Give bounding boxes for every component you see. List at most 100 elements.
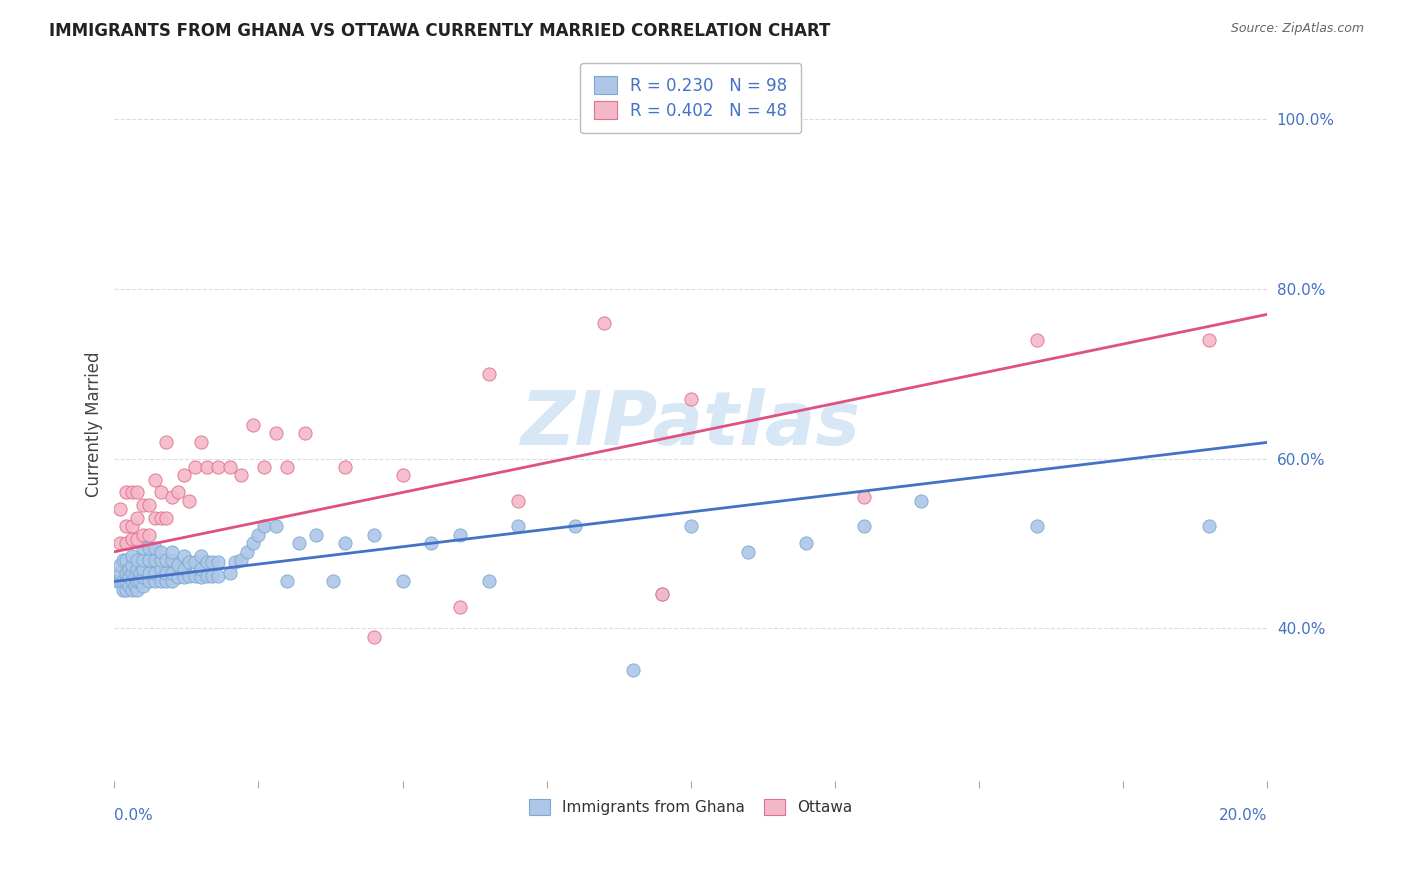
Point xyxy=(179,555,201,569)
Point xyxy=(143,574,166,589)
Text: Source: ZipAtlas.com: Source: ZipAtlas.com xyxy=(1230,22,1364,36)
Point xyxy=(852,519,875,533)
Point xyxy=(420,536,443,550)
Point xyxy=(564,519,586,533)
Point xyxy=(201,555,224,569)
Point xyxy=(112,574,135,589)
Point xyxy=(118,562,141,576)
Point xyxy=(449,528,471,542)
Point xyxy=(108,558,131,572)
Point xyxy=(195,460,218,475)
Point xyxy=(127,553,149,567)
Point xyxy=(115,574,138,589)
Point xyxy=(621,664,644,678)
Point xyxy=(190,434,212,449)
Point xyxy=(129,574,152,589)
Point xyxy=(118,579,141,593)
Text: ZIPatlas: ZIPatlas xyxy=(520,388,860,461)
Point xyxy=(184,460,207,475)
Point xyxy=(242,417,264,432)
Point xyxy=(160,545,183,559)
Point xyxy=(363,630,385,644)
Point xyxy=(149,485,172,500)
Point xyxy=(149,562,172,576)
Point xyxy=(236,545,259,559)
Point xyxy=(160,490,183,504)
Point xyxy=(264,519,287,533)
Point xyxy=(138,498,160,512)
Point xyxy=(143,553,166,567)
Point xyxy=(173,549,195,563)
Point xyxy=(132,498,155,512)
Point xyxy=(115,582,138,597)
Point xyxy=(124,570,146,584)
Point xyxy=(231,468,253,483)
Point xyxy=(108,502,131,516)
Point xyxy=(124,579,146,593)
Point xyxy=(129,566,152,580)
Point xyxy=(149,553,172,567)
Point xyxy=(1025,333,1047,347)
Point xyxy=(127,574,149,589)
Point xyxy=(149,511,172,525)
Point xyxy=(207,460,229,475)
Point xyxy=(218,460,240,475)
Point xyxy=(105,574,128,589)
Point xyxy=(121,574,143,589)
Point xyxy=(247,528,270,542)
Point xyxy=(143,511,166,525)
Point xyxy=(115,536,138,550)
Point xyxy=(127,562,149,576)
Point xyxy=(506,519,529,533)
Legend: Immigrants from Ghana, Ottawa: Immigrants from Ghana, Ottawa xyxy=(522,791,860,823)
Point xyxy=(173,570,195,584)
Y-axis label: Currently Married: Currently Married xyxy=(86,351,103,498)
Point xyxy=(679,392,702,407)
Point xyxy=(179,568,201,582)
Point xyxy=(737,545,759,559)
Point xyxy=(132,553,155,567)
Point xyxy=(121,485,143,500)
Point xyxy=(121,549,143,563)
Point xyxy=(115,485,138,500)
Point xyxy=(593,316,616,330)
Point xyxy=(112,582,135,597)
Point xyxy=(506,494,529,508)
Point xyxy=(166,485,188,500)
Point xyxy=(1198,519,1220,533)
Point xyxy=(132,541,155,555)
Point xyxy=(231,553,253,567)
Point xyxy=(112,553,135,567)
Point xyxy=(333,536,356,550)
Point xyxy=(253,460,276,475)
Point xyxy=(108,574,131,589)
Point xyxy=(218,566,240,580)
Point xyxy=(149,574,172,589)
Point xyxy=(121,558,143,572)
Point xyxy=(207,555,229,569)
Point xyxy=(253,519,276,533)
Point xyxy=(852,490,875,504)
Point xyxy=(478,574,501,589)
Point xyxy=(264,426,287,441)
Point xyxy=(1198,333,1220,347)
Point xyxy=(108,536,131,550)
Point xyxy=(143,566,166,580)
Point xyxy=(679,519,702,533)
Point xyxy=(184,555,207,569)
Point xyxy=(294,426,316,441)
Point xyxy=(132,579,155,593)
Point xyxy=(138,566,160,580)
Point xyxy=(121,566,143,580)
Text: 0.0%: 0.0% xyxy=(114,808,153,823)
Point xyxy=(651,587,673,601)
Point xyxy=(155,574,177,589)
Point xyxy=(132,528,155,542)
Point xyxy=(166,570,188,584)
Point xyxy=(138,574,160,589)
Point xyxy=(155,434,177,449)
Point xyxy=(160,574,183,589)
Point xyxy=(143,541,166,555)
Point xyxy=(305,528,328,542)
Point xyxy=(322,574,344,589)
